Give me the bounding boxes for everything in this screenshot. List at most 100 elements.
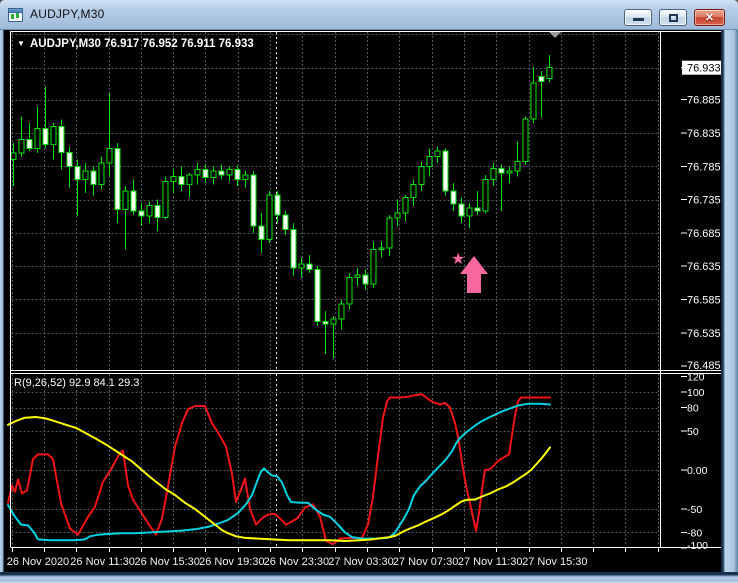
candle	[482, 179, 489, 212]
title-bar[interactable]: AUDJPY,M30 ✕	[0, 0, 738, 30]
close-button[interactable]: ✕	[694, 9, 725, 26]
window-title: AUDJPY,M30	[30, 7, 105, 21]
candle	[178, 175, 185, 185]
svg-text:76.535: 76.535	[687, 328, 721, 340]
candle	[538, 75, 545, 83]
candle	[346, 276, 353, 305]
indicator-readout: R(9,26,52) 92.9 84.1 29.3	[14, 377, 139, 389]
svg-text:76.685: 76.685	[687, 228, 721, 240]
candle	[106, 147, 113, 164]
candle	[322, 320, 329, 325]
candle	[66, 151, 73, 167]
svg-text:76.485: 76.485	[687, 360, 721, 372]
svg-text:76.735: 76.735	[687, 195, 721, 207]
svg-text:26 Nov 15:30: 26 Nov 15:30	[134, 556, 199, 568]
candle	[218, 170, 225, 176]
svg-text:76.585: 76.585	[687, 294, 721, 306]
candle	[154, 205, 161, 219]
candle	[530, 82, 537, 120]
window-controls: ✕	[624, 9, 725, 26]
candle	[378, 247, 385, 251]
indicator-line-fast-period-9	[7, 393, 551, 546]
svg-text:0.00: 0.00	[687, 465, 708, 477]
candle	[98, 162, 105, 185]
candle	[442, 150, 449, 192]
candle	[298, 263, 305, 269]
svg-text:27 Nov 11:30: 27 Nov 11:30	[458, 556, 523, 568]
candle	[18, 139, 25, 154]
chart-canvas: ★76.93376.88576.83576.78576.73576.68576.…	[7, 31, 722, 568]
candle	[394, 212, 401, 219]
candle	[450, 190, 457, 205]
svg-text:26 Nov 19:30: 26 Nov 19:30	[199, 556, 264, 568]
candle	[138, 210, 145, 217]
minimize-button[interactable]	[624, 9, 652, 26]
svg-text:-80: -80	[687, 527, 702, 539]
restore-icon	[669, 14, 678, 22]
symbol-dropdown-icon[interactable]: ▼	[17, 39, 25, 48]
time-axis[interactable]: 26 Nov 2020 26 Nov 11:30 26 Nov 15:30 26 No…	[7, 548, 659, 568]
candle	[386, 217, 393, 249]
window-frame-bottom[interactable]	[0, 572, 738, 583]
candle	[170, 175, 177, 183]
restore-button[interactable]	[659, 9, 687, 26]
indicator-axis[interactable]: 120 100 80 50 0.00 -50 -80-100	[681, 371, 708, 552]
candle	[466, 207, 473, 217]
candle	[114, 147, 121, 211]
svg-text:27 Nov 03:30: 27 Nov 03:30	[328, 556, 393, 568]
buy-signal-marker: ★	[451, 251, 488, 293]
candle	[354, 274, 361, 278]
candle	[42, 127, 49, 145]
candle	[210, 170, 217, 179]
minimize-icon	[633, 18, 644, 21]
close-icon: ✕	[704, 12, 715, 24]
chart-window-icon	[8, 8, 23, 22]
candle	[234, 169, 241, 181]
candle	[338, 303, 345, 320]
candle	[50, 125, 57, 145]
candle	[186, 174, 193, 185]
candle	[242, 174, 249, 181]
current-price-box	[682, 60, 722, 75]
svg-text:27 Nov 15:30: 27 Nov 15:30	[522, 556, 587, 568]
svg-text:76.785: 76.785	[687, 161, 721, 173]
window-frame-right[interactable]	[721, 30, 738, 583]
candle	[458, 203, 465, 217]
svg-text:100: 100	[687, 387, 705, 399]
indicator-line-slow-period-52	[7, 416, 551, 542]
svg-text:-100: -100	[687, 540, 708, 552]
candle	[418, 165, 425, 185]
panel-divider[interactable]	[11, 370, 722, 373]
candle	[434, 150, 441, 157]
svg-text:26 Nov 23:30: 26 Nov 23:30	[264, 556, 329, 568]
chart-content: ★ 76.933 76.885 76.835 76.785 76.735 76.685 76.…	[4, 30, 722, 572]
svg-text:50: 50	[687, 426, 699, 438]
candle	[274, 194, 281, 216]
candle	[250, 174, 257, 227]
candle	[74, 165, 81, 181]
candle	[90, 170, 97, 185]
signal-up-arrow-icon	[460, 256, 488, 293]
candle	[426, 155, 433, 167]
svg-text:76.933: 76.933	[687, 63, 721, 75]
svg-text:-50: -50	[687, 504, 702, 516]
price-axis[interactable]: 76.933 76.885 76.835 76.785 76.735 76.685 76.6…	[681, 60, 722, 372]
svg-text:76.885: 76.885	[687, 95, 721, 107]
candle	[410, 183, 417, 199]
candle	[506, 170, 513, 174]
signal-star-icon: ★	[451, 251, 465, 268]
candlesticks	[10, 55, 553, 359]
svg-text:26 Nov 2020: 26 Nov 2020	[7, 556, 69, 568]
candle	[10, 152, 17, 161]
candle	[58, 125, 65, 153]
svg-text:27 Nov 07:30: 27 Nov 07:30	[393, 556, 458, 568]
ohlc-readout: AUDJPY,M30 76.917 76.952 76.911 76.933	[30, 38, 254, 50]
candle	[226, 169, 233, 176]
candle	[306, 263, 313, 270]
candle	[26, 139, 33, 149]
indicator-lines	[7, 393, 551, 546]
candle	[130, 190, 137, 212]
indicator-line-mid-period-26	[7, 402, 551, 542]
symbol-header: ▼ AUDJPY,M30 76.917 76.952 76.911 76.933	[17, 38, 254, 50]
